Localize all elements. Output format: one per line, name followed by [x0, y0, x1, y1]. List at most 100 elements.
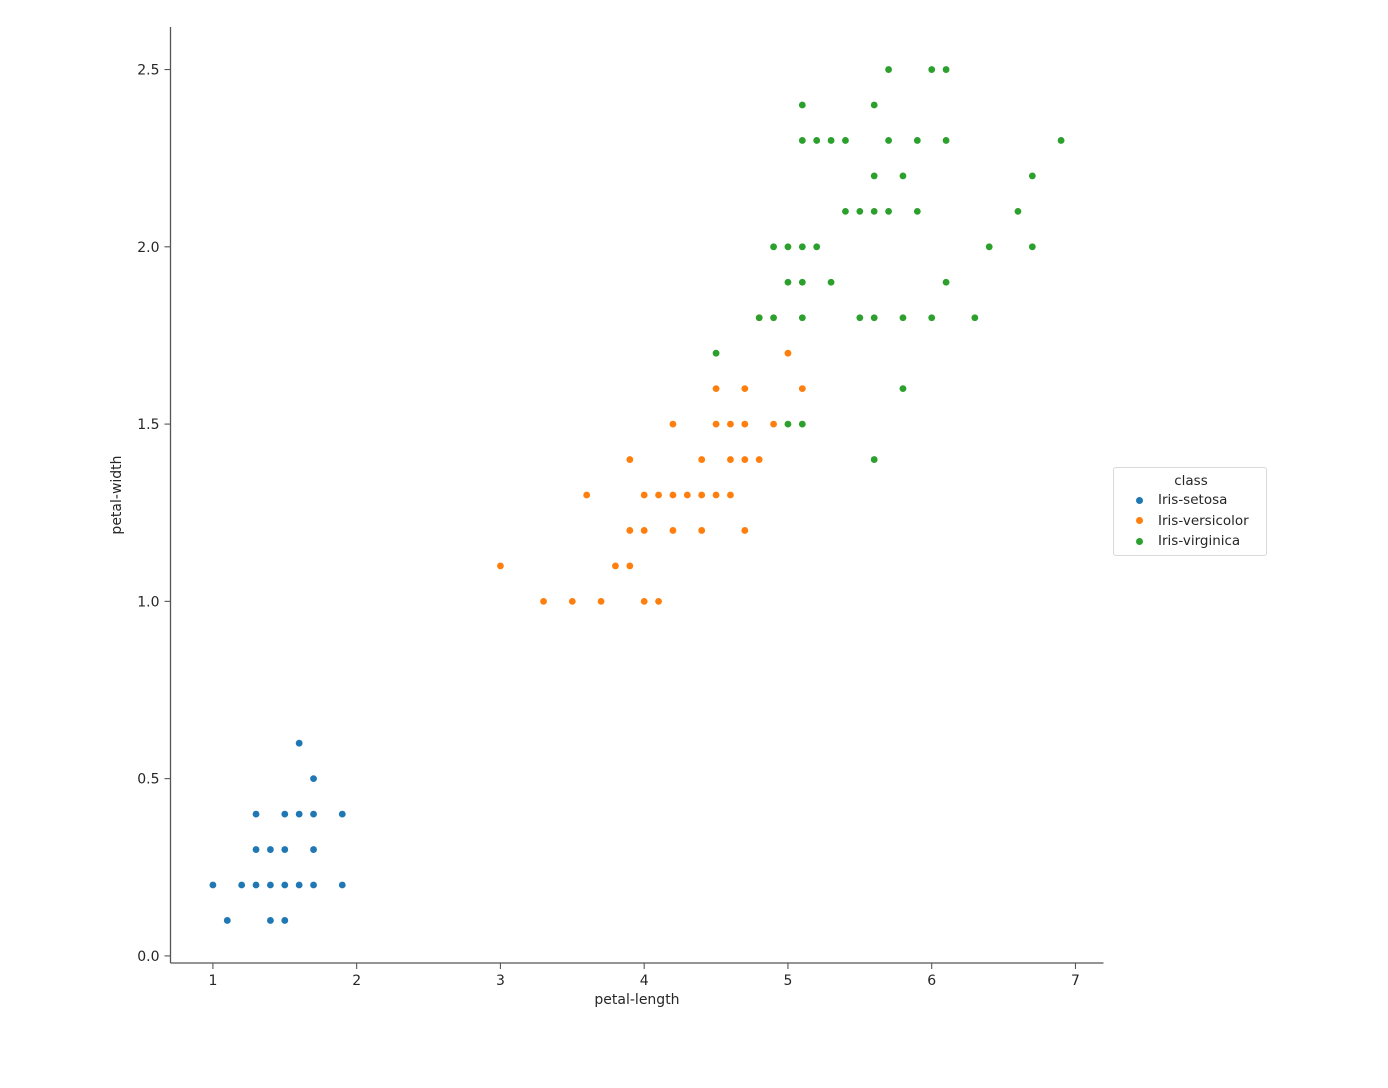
data-point: [985, 243, 993, 251]
data-point: [310, 846, 317, 853]
data-point: [741, 420, 749, 428]
x-tick-label: 7: [1071, 973, 1080, 989]
data-point: [971, 314, 979, 322]
legend: class Iris-setosa Iris-versicolor Iris-vir…: [1113, 467, 1267, 556]
data-point: [755, 314, 763, 322]
data-point: [626, 527, 634, 534]
data-point: [568, 597, 576, 605]
data-point: [583, 491, 591, 499]
data-point: [798, 420, 806, 428]
data-point: [310, 881, 317, 889]
data-point: [741, 385, 749, 393]
data-point: [770, 420, 777, 428]
data-point: [770, 243, 777, 251]
data-point: [1014, 207, 1022, 215]
data-point: [597, 597, 605, 605]
data-point: [813, 137, 821, 144]
x-tick-label: 6: [927, 973, 936, 989]
data-point: [798, 278, 806, 286]
data-point: [295, 810, 303, 818]
legend-entry: Iris-virginica: [1124, 531, 1258, 552]
data-point: [899, 314, 907, 322]
data-point: [640, 597, 648, 605]
legend-entry-label: Iris-versicolor: [1158, 512, 1249, 529]
data-point: [784, 278, 792, 286]
x-tick-label: 2: [352, 973, 361, 989]
data-point: [928, 66, 936, 73]
data-point: [1057, 137, 1065, 144]
legend-entry: Iris-versicolor: [1124, 511, 1258, 532]
data-point: [338, 810, 346, 818]
data-point: [928, 314, 936, 322]
data-point: [727, 420, 734, 428]
y-tick-label: 1.5: [137, 417, 159, 433]
data-point: [640, 491, 648, 499]
data-point: [640, 527, 648, 534]
data-point: [252, 881, 260, 889]
data-point: [310, 775, 317, 783]
data-point: [281, 810, 289, 818]
data-point: [727, 456, 734, 463]
data-point: [770, 314, 777, 322]
data-point: [856, 207, 864, 215]
data-point: [267, 846, 274, 853]
x-tick-label: 1: [208, 973, 217, 989]
data-point: [698, 527, 706, 534]
data-point: [1028, 172, 1036, 180]
data-point: [899, 172, 907, 180]
data-point: [669, 527, 677, 534]
data-point: [798, 314, 806, 322]
data-point: [741, 527, 749, 534]
data-point: [727, 491, 734, 499]
data-point: [798, 101, 806, 109]
data-point: [267, 917, 274, 924]
data-point: [885, 207, 892, 215]
data-point: [223, 917, 231, 924]
data-point: [798, 385, 806, 393]
data-point: [1028, 243, 1036, 251]
data-point: [856, 314, 864, 322]
data-point: [683, 491, 691, 499]
data-point: [712, 349, 720, 357]
x-tick-label: 4: [640, 973, 649, 989]
data-point: [798, 137, 806, 144]
data-point: [626, 562, 634, 570]
data-point: [238, 881, 246, 889]
data-point: [784, 349, 792, 357]
data-point: [310, 810, 317, 818]
data-point: [295, 739, 303, 747]
data-point: [913, 207, 921, 215]
data-point: [655, 597, 662, 605]
x-axis-label: petal-length: [594, 992, 679, 1008]
legend-entries: Iris-setosa Iris-versicolor Iris-virginica: [1124, 490, 1258, 552]
data-point: [698, 456, 706, 463]
data-point: [209, 881, 217, 889]
data-point: [669, 420, 677, 428]
data-point: [712, 385, 720, 393]
data-point: [612, 562, 619, 570]
data-point: [252, 810, 260, 818]
data-point: [626, 456, 634, 463]
data-point: [942, 66, 950, 73]
legend-marker-icon: [1136, 517, 1143, 525]
data-point: [885, 66, 892, 73]
data-point: [267, 881, 274, 889]
y-tick-label: 1.0: [137, 594, 159, 610]
data-point: [870, 314, 878, 322]
data-point: [741, 456, 749, 463]
data-point: [655, 491, 662, 499]
data-point: [885, 137, 892, 144]
data-point: [755, 456, 763, 463]
data-point: [784, 420, 792, 428]
data-point: [842, 137, 849, 144]
legend-title: class: [1174, 473, 1208, 489]
data-point: [712, 491, 720, 499]
data-point: [870, 456, 878, 463]
data-point: [842, 207, 849, 215]
data-point: [870, 172, 878, 180]
data-point: [827, 278, 835, 286]
x-tick-label: 5: [783, 973, 792, 989]
legend-marker-icon: [1136, 537, 1143, 545]
data-point: [252, 846, 260, 853]
data-point: [281, 881, 289, 889]
